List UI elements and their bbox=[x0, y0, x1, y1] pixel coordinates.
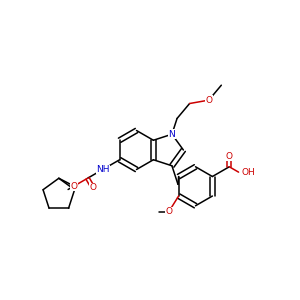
Text: NH: NH bbox=[96, 165, 110, 174]
Text: N: N bbox=[169, 130, 175, 139]
Text: O: O bbox=[226, 152, 233, 160]
Text: OH: OH bbox=[242, 168, 255, 177]
Text: O: O bbox=[89, 183, 96, 192]
Text: O: O bbox=[165, 207, 172, 216]
Text: O: O bbox=[205, 96, 212, 105]
Text: O: O bbox=[70, 182, 77, 190]
